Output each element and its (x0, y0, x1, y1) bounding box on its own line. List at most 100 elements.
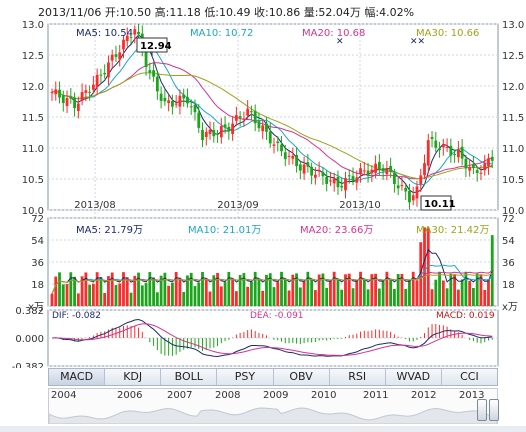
volume-bars (50, 227, 494, 306)
tab-rsi[interactable]: RSI (330, 369, 386, 385)
volume-bar (317, 274, 321, 306)
range-handle-left[interactable] (477, 399, 487, 421)
volume-bar (250, 281, 253, 306)
stock-chart[interactable]: 13.0 13.0 12.5 12.5 12.0 12.0 11.5 11.5 11.0 11.0… (0, 0, 526, 368)
volume-bar (393, 289, 396, 306)
volume-tick-left: 54 (31, 236, 44, 247)
price-tick-left: 11.0 (22, 144, 44, 155)
candle-body (204, 131, 208, 137)
vol-ma10-label: MA10: 21.01万 (188, 225, 261, 236)
timeline-year: 2008 (215, 390, 241, 401)
candle-body (430, 137, 434, 139)
cross-markers: ✕ ✕✕ (336, 37, 425, 47)
timeline-sparkline (49, 407, 497, 424)
indicator-tabs: MACD KDJ BOLL PSY OBV RSI WVAD CCI (48, 368, 498, 386)
volume-bar (201, 271, 204, 306)
timeline-navigator[interactable]: 2004 2006 2007 2008 2009 2010 2011 2012 … (48, 388, 499, 424)
candle-body (216, 133, 219, 135)
volume-bar (280, 271, 283, 306)
candle-body (65, 98, 69, 107)
volume-bar (329, 280, 332, 306)
volume-bar (464, 271, 468, 306)
volume-bar (159, 275, 163, 306)
volume-bar (95, 272, 99, 306)
ma20-label: MA20: 10.68 (302, 28, 365, 39)
candle-body (99, 74, 103, 76)
timeline-years: 2004 2006 2007 2008 2009 2010 2011 2012 … (49, 390, 497, 402)
volume-bar (231, 278, 235, 306)
price-tick-right: 12.0 (502, 82, 524, 93)
volume-bar (434, 279, 438, 306)
volume-bar (204, 278, 208, 306)
volume-bar (438, 271, 441, 306)
candle-body (167, 100, 171, 104)
candle-body (464, 158, 468, 169)
range-handle-right[interactable] (489, 399, 499, 421)
price-tick-left: 12.5 (22, 51, 44, 62)
header-volume: 量:52.04万 (303, 6, 361, 19)
time-tick: 2013/10 (339, 200, 381, 211)
candle-body (370, 169, 374, 174)
candle-body (479, 172, 483, 174)
candle-body (257, 121, 261, 129)
candle-body (76, 103, 80, 111)
volume-bar (246, 286, 250, 306)
tab-wvad[interactable]: WVAD (386, 369, 442, 385)
volume-bar (276, 281, 280, 306)
volume-bar (234, 291, 238, 306)
volume-bar (426, 227, 430, 306)
volume-bar (377, 288, 381, 306)
candle-body (238, 116, 242, 118)
tab-boll[interactable]: BOLL (161, 369, 218, 385)
volume-bar (283, 278, 287, 306)
price-tick-left: 10.5 (22, 175, 44, 186)
volume-bar (374, 273, 377, 306)
volume-bar (155, 292, 159, 306)
volume-bar (389, 279, 393, 306)
candle-body (408, 190, 411, 203)
candle-body (137, 31, 140, 35)
timeline-year: 2006 (117, 390, 143, 401)
volume-bar (325, 287, 329, 306)
volume-tick-right: 72 (502, 214, 515, 225)
volume-bar (265, 274, 268, 306)
price-ma-line (51, 34, 493, 194)
timeline-year: 2007 (167, 390, 193, 401)
tab-cci[interactable]: CCI (460, 370, 479, 383)
volume-tick-right: 54 (502, 236, 515, 247)
candle-body (317, 170, 321, 172)
candle-body (411, 195, 415, 201)
volume-tick-right: 36 (502, 258, 515, 269)
ma5-label: MA5: 10.54 (76, 28, 133, 39)
candle-body (155, 76, 159, 92)
volume-bar (313, 290, 317, 306)
candle-body (359, 168, 362, 175)
tab-psy[interactable]: PSY (217, 369, 274, 385)
volume-bar (107, 276, 110, 306)
volume-bar (472, 287, 475, 306)
volume-tick-left: 36 (31, 258, 44, 269)
timeline-year: 2013 (459, 390, 485, 401)
candle-body (272, 144, 276, 146)
tab-kdj[interactable]: KDJ (105, 369, 162, 385)
tab-obv[interactable]: OBV (274, 369, 330, 385)
price-tick-left: 12.0 (22, 82, 44, 93)
candle-body (385, 168, 389, 174)
volume-bar (144, 283, 148, 306)
candle-body (468, 167, 472, 171)
candle-body (362, 170, 366, 172)
tab-macd[interactable]: MACD (49, 369, 106, 385)
vol-ma30-label: MA30: 21.42万 (416, 225, 489, 236)
min-price-label: 10.11 (424, 199, 456, 210)
candle-body (246, 108, 250, 116)
volume-bar (65, 284, 69, 306)
volume-bar (99, 277, 103, 306)
price-tick-right: 11.0 (502, 144, 524, 155)
price-ma-line (51, 44, 493, 186)
volume-tick-right: 18 (502, 280, 515, 291)
candle-body (88, 91, 92, 93)
candle-body (419, 175, 423, 185)
candle-body (426, 140, 430, 166)
candle-body (95, 74, 99, 88)
volume-bar (148, 272, 152, 306)
